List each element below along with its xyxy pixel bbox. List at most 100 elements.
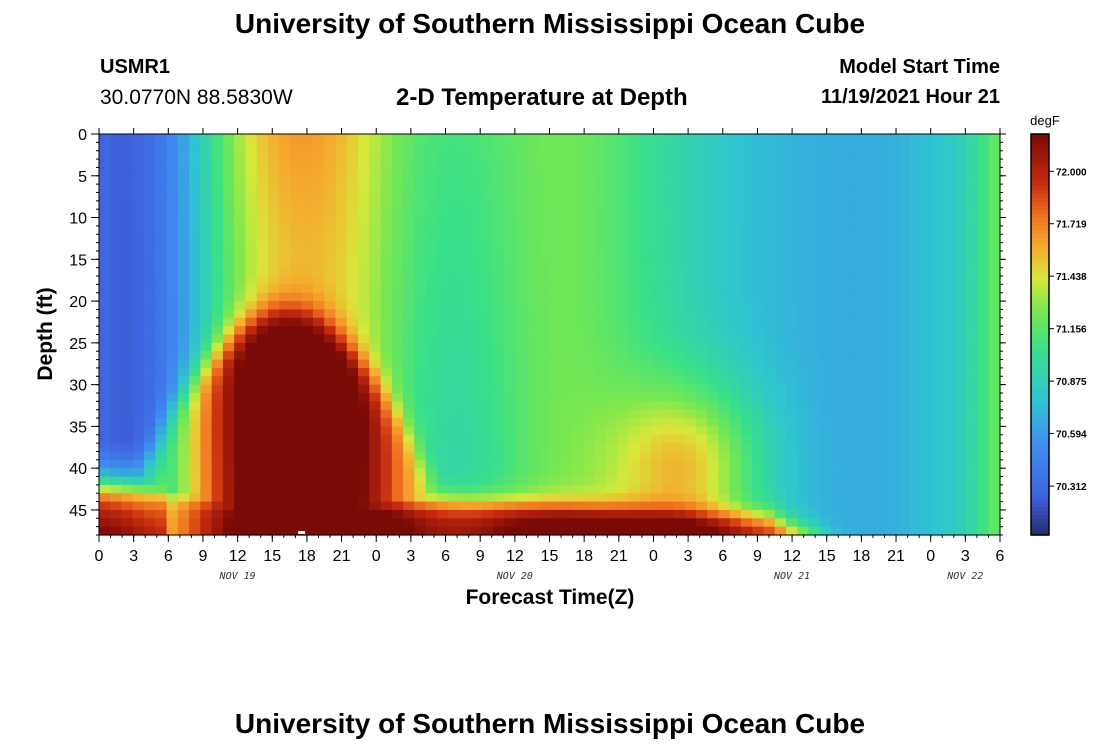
heatmap-cell — [853, 159, 866, 169]
heatmap-cell — [391, 409, 404, 419]
heatmap-cell — [718, 217, 731, 227]
heatmap-cell — [481, 426, 494, 436]
heatmap-cell — [887, 242, 900, 252]
heatmap-cell — [797, 351, 810, 361]
heatmap-cell — [470, 259, 483, 269]
heatmap-cell — [752, 518, 765, 528]
heatmap-cell — [515, 376, 528, 386]
heatmap-cell — [729, 509, 742, 519]
heatmap-cell — [966, 234, 979, 244]
heatmap-cell — [155, 159, 168, 169]
heatmap-cell — [279, 184, 292, 194]
heatmap-cell — [414, 401, 427, 411]
heatmap-cell — [684, 401, 697, 411]
heatmap-cell — [369, 259, 382, 269]
heatmap-cell — [166, 376, 179, 386]
heatmap-cell — [932, 359, 945, 369]
heatmap-cell — [211, 167, 224, 177]
heatmap-cell — [808, 434, 821, 444]
heatmap-cell — [594, 476, 607, 486]
heatmap-cell — [988, 509, 1001, 519]
heatmap-cell — [831, 484, 843, 494]
heatmap-cell — [380, 459, 393, 469]
heatmap-cell — [876, 359, 888, 369]
heatmap-cell — [177, 384, 190, 394]
heatmap-cell — [909, 159, 922, 169]
heatmap-cell — [391, 317, 404, 327]
heatmap-cell — [132, 284, 145, 294]
heatmap-cell — [110, 342, 123, 352]
heatmap-cell — [932, 334, 945, 344]
heatmap-cell — [312, 459, 325, 469]
heatmap-cell — [864, 509, 877, 519]
heatmap-cell — [605, 301, 618, 311]
heatmap-cell — [831, 209, 843, 219]
heatmap-cell — [436, 317, 449, 327]
heatmap-cell — [786, 150, 798, 160]
heatmap-cell — [673, 409, 686, 419]
heatmap-cell — [909, 418, 922, 427]
heatmap-cell — [132, 242, 145, 252]
heatmap-cell — [369, 426, 382, 436]
heatmap-cell — [324, 392, 337, 402]
heatmap-cell — [673, 476, 686, 486]
heatmap-cell — [774, 292, 787, 302]
heatmap-cell — [797, 309, 810, 319]
heatmap-cell — [110, 134, 123, 143]
heatmap-cell — [189, 225, 201, 235]
heatmap-cell — [560, 209, 573, 219]
heatmap-cell — [335, 309, 348, 319]
heatmap-cell — [121, 184, 134, 194]
heatmap-cell — [132, 267, 145, 277]
heatmap-cell — [538, 418, 551, 427]
heatmap-cell — [301, 317, 314, 327]
heatmap-cell — [200, 509, 213, 519]
heatmap-cell — [943, 334, 956, 344]
heatmap-cell — [504, 509, 517, 519]
heatmap-cell — [988, 418, 1001, 427]
heatmap-cell — [256, 418, 269, 427]
heatmap-cell — [898, 167, 911, 177]
heatmap-cell — [459, 493, 472, 503]
colorbar-segment — [1031, 334, 1049, 340]
heatmap-cell — [380, 217, 393, 227]
heatmap-cell — [200, 159, 213, 169]
heatmap-cell — [763, 392, 776, 402]
heatmap-cell — [121, 284, 134, 294]
heatmap-cell — [155, 326, 168, 336]
heatmap-cell — [380, 351, 393, 361]
heatmap-cell — [526, 301, 539, 311]
heatmap-cell — [988, 192, 1001, 202]
heatmap-cell — [189, 518, 201, 528]
heatmap-cell — [245, 159, 258, 169]
heatmap-cell — [504, 518, 517, 528]
heatmap-cell — [459, 526, 472, 536]
heatmap-cell — [448, 484, 460, 494]
heatmap-cell — [673, 342, 686, 352]
heatmap-cell — [921, 493, 934, 503]
heatmap-cell — [448, 409, 460, 419]
heatmap-cell — [436, 493, 449, 503]
heatmap-cell — [673, 150, 686, 160]
heatmap-cell — [222, 359, 235, 369]
heatmap-cell — [549, 209, 562, 219]
heatmap-cell — [211, 484, 224, 494]
heatmap-cell — [267, 192, 280, 202]
heatmap-cell — [864, 409, 877, 419]
heatmap-cell — [605, 484, 618, 494]
heatmap-cell — [211, 150, 224, 160]
heatmap-cell — [763, 134, 776, 143]
colorbar-segment — [1031, 294, 1049, 300]
heatmap-cell — [234, 242, 247, 252]
heatmap-cell — [346, 376, 359, 386]
heatmap-cell — [966, 409, 979, 419]
heatmap-cell — [718, 309, 731, 319]
heatmap-cell — [290, 418, 303, 427]
heatmap-cell — [470, 217, 483, 227]
heatmap-cell — [628, 317, 641, 327]
heatmap-cell — [718, 134, 731, 143]
heatmap-cell — [504, 159, 517, 169]
heatmap-cell — [842, 401, 855, 411]
heatmap-cell — [819, 200, 832, 210]
heatmap-cell — [594, 200, 607, 210]
